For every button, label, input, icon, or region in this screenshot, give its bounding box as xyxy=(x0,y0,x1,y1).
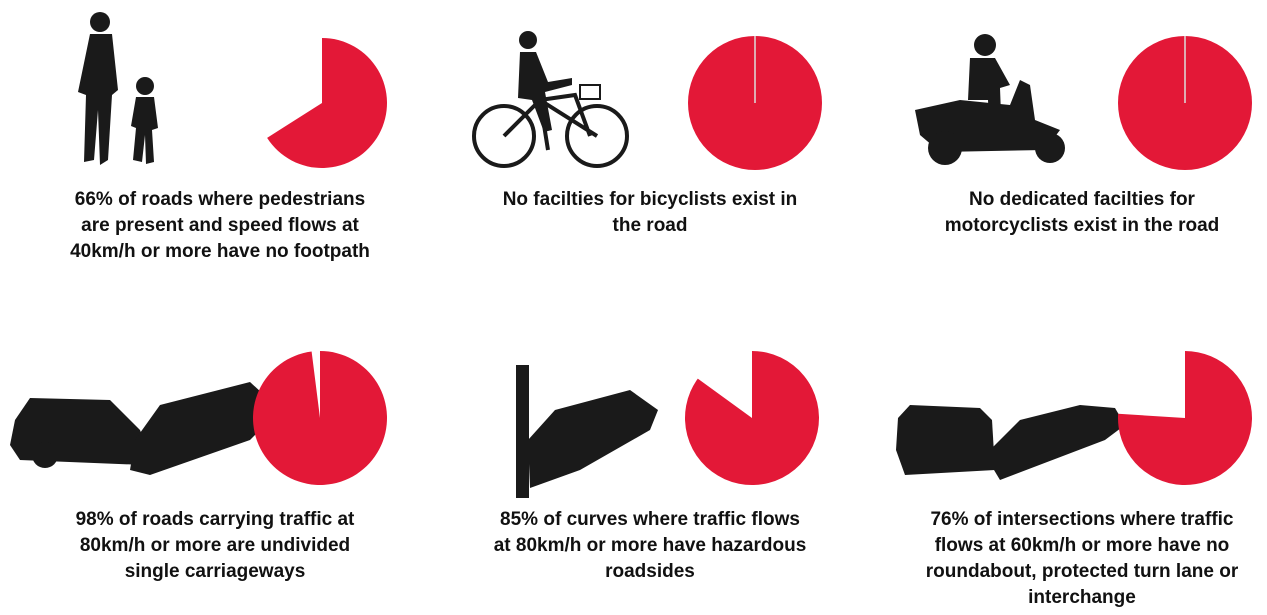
car-crash-icon xyxy=(10,382,275,475)
caption-line: roundabout, protected turn lane or xyxy=(926,561,1239,582)
caption-line: 76% of intersections where traffic xyxy=(930,509,1233,530)
pie-slice xyxy=(685,351,819,485)
pie-slice xyxy=(267,38,387,168)
caption-line: No dedicated facilties for xyxy=(969,189,1196,210)
caption-line: 85% of curves where traffic flows xyxy=(500,509,800,530)
motorcycle-icon xyxy=(915,34,1065,165)
caption-line: interchange xyxy=(1028,587,1136,608)
caption-line: the road xyxy=(613,215,688,236)
caption-line: 98% of roads carrying traffic at xyxy=(76,509,355,530)
caption-line: roadsides xyxy=(605,561,695,582)
caption-line: single carriageways xyxy=(125,561,306,582)
caption-line: at 80km/h or more have hazardous xyxy=(494,535,807,556)
pie-slice xyxy=(253,351,387,485)
caption-line: 66% of roads where pedestrians xyxy=(75,189,365,210)
caption-line: 40km/h or more have no footpath xyxy=(70,241,370,262)
caption-line: motorcyclists exist in the road xyxy=(945,215,1220,236)
intersection-crash-icon xyxy=(896,405,1125,480)
caption-line: flows at 60km/h or more have no xyxy=(935,535,1230,556)
infographic: 66% of roads where pedestrians are presen… xyxy=(0,0,1267,615)
caption-line: are present and speed flows at xyxy=(81,215,359,236)
caption-line: 80km/h or more are undivided xyxy=(80,535,350,556)
bicycle-icon xyxy=(474,31,627,166)
caption-line: No facilties for bicyclists exist in xyxy=(503,189,798,210)
car-pole-icon xyxy=(516,365,658,498)
pie-slice xyxy=(1118,351,1252,485)
pedestrian-icon xyxy=(78,12,158,165)
